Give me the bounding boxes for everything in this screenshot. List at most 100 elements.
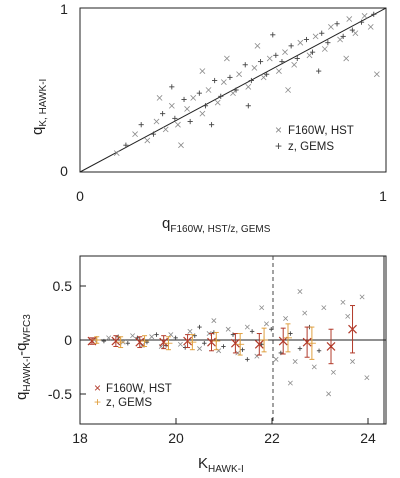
top-point-f160w	[175, 121, 181, 128]
bottom-x-axis-label: KHAWK-I	[198, 455, 244, 475]
top-point-f160w	[156, 95, 163, 101]
bottom-binned-point	[183, 336, 193, 346]
bottom-point-f160w	[106, 335, 112, 341]
top-point-f160w	[190, 95, 197, 101]
bottom-point-gems	[316, 348, 322, 353]
bottom-binned-point	[278, 336, 288, 346]
bottom-point-gems	[144, 339, 150, 345]
bottom-point-gems	[221, 344, 226, 349]
top-point-f160w	[223, 55, 230, 62]
top-point-gems	[150, 131, 157, 137]
bottom-point-f160w	[244, 324, 250, 330]
bottom-point-f160w	[130, 333, 136, 339]
top-point-f160w	[184, 106, 190, 112]
bottom-binned-point	[254, 339, 264, 349]
bottom-panel: 0.5 0 -0.5 18 20 22 24 KHAWK-I qHAWK-I-q…	[13, 255, 387, 475]
top-point-f160w	[291, 61, 298, 68]
top-point-f160w	[312, 33, 319, 40]
bottom-binned-point	[230, 338, 240, 348]
bottom-point-f160w	[197, 346, 203, 352]
top-point-gems	[257, 59, 264, 65]
top-point-gems	[325, 40, 331, 46]
top-point-gems	[264, 71, 270, 77]
top-point-f160w	[254, 42, 261, 49]
bottom-point-gems	[125, 341, 131, 346]
top-point-f160w	[373, 71, 380, 78]
top-point-f160w	[199, 110, 206, 117]
top-one-to-one-line	[79, 7, 387, 173]
bottom-point-f160w	[302, 310, 308, 316]
top-point-f160w	[251, 65, 258, 71]
top-point-gems	[196, 90, 202, 96]
top-data-marks	[113, 11, 380, 156]
bottom-y-tick-label: -0.5	[48, 386, 72, 402]
top-legend-label: F160W, HST	[288, 125, 354, 137]
bottom-binned-point	[135, 337, 145, 347]
top-x-tick-label: 1	[379, 188, 387, 204]
top-point-f160w	[328, 24, 334, 30]
top-point-gems	[270, 32, 276, 38]
bottom-binned-point	[236, 340, 245, 349]
bottom-point-gems	[245, 357, 250, 362]
top-point-gems	[245, 103, 251, 109]
top-point-f160w	[276, 68, 282, 74]
top-point-f160w	[260, 74, 267, 81]
bottom-binned-point	[140, 337, 149, 346]
top-point-gems	[169, 84, 175, 90]
bottom-binned-point	[116, 338, 125, 347]
bottom-point-f160w	[297, 289, 303, 295]
top-point-gems	[187, 118, 193, 125]
bottom-point-gems	[202, 341, 207, 346]
top-point-gems	[334, 21, 340, 27]
top-point-gems	[303, 36, 310, 43]
bottom-point-gems	[288, 331, 293, 336]
top-plot-frame	[79, 7, 387, 173]
top-point-gems	[212, 77, 218, 84]
bottom-binned-point	[159, 337, 169, 347]
bottom-ticks	[79, 285, 369, 424]
bottom-point-f160w	[158, 343, 164, 349]
bottom-point-gems	[259, 342, 264, 347]
bottom-binned-point	[111, 336, 121, 346]
bottom-point-f160w	[187, 328, 193, 334]
bottom-point-f160w	[168, 332, 174, 338]
bottom-point-f160w	[326, 391, 332, 397]
bottom-point-f160w	[287, 380, 293, 386]
bottom-binned-point	[307, 339, 316, 348]
top-point-gems	[248, 77, 254, 84]
bottom-binned-point	[348, 324, 357, 334]
bottom-binned-point	[164, 339, 173, 348]
bottom-data-marks	[87, 289, 370, 397]
bottom-y-axis-label: qHAWK-I-qWFC3	[13, 314, 33, 400]
top-x-axis-label: qF160W, HST/z, GEMS	[162, 215, 271, 235]
bottom-binned-point	[212, 337, 221, 346]
top-point-gems	[181, 96, 187, 103]
bottom-binned-point	[207, 337, 216, 347]
bottom-binned-point	[92, 336, 101, 344]
top-point-f160w	[266, 55, 273, 62]
top-y-tick-label: 1	[60, 1, 68, 17]
top-point-f160w	[367, 24, 374, 30]
bottom-point-f160w	[177, 341, 183, 347]
top-point-gems	[349, 27, 355, 33]
top-y-axis-label: qK, HAWK-I	[29, 79, 49, 135]
bottom-legend-marker-plus: +	[94, 395, 101, 409]
top-point-f160w	[113, 150, 120, 156]
bottom-binned-point	[302, 337, 312, 347]
bottom-x-tick-label: 20	[168, 430, 184, 446]
bottom-point-f160w	[283, 315, 289, 321]
bottom-point-gems	[197, 324, 202, 330]
top-point-gems	[202, 103, 209, 109]
top-point-gems	[227, 74, 233, 80]
top-point-gems	[279, 59, 285, 65]
top-y-tick-label: 0	[60, 163, 68, 179]
bottom-binned-point	[188, 338, 197, 347]
top-point-f160w	[297, 39, 304, 46]
bottom-legend-label: F160W, HST	[106, 383, 172, 395]
top-point-f160w	[220, 79, 227, 85]
top-point-f160w	[343, 55, 350, 62]
top-point-gems	[218, 93, 224, 99]
top-point-f160w	[199, 68, 206, 74]
top-point-f160w	[306, 52, 313, 59]
bottom-binned-point	[260, 336, 269, 344]
